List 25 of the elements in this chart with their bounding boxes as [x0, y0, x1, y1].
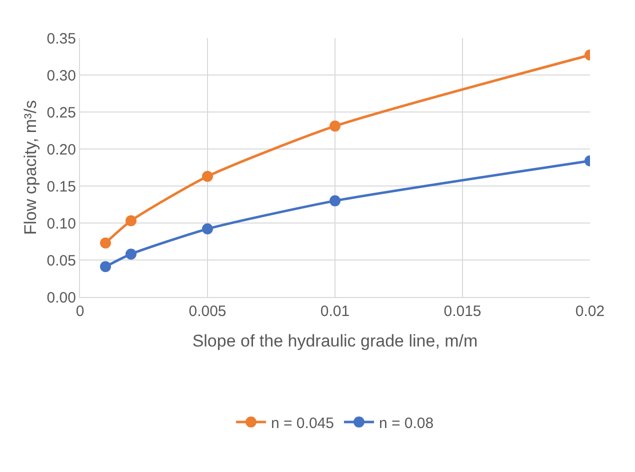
point [330, 195, 340, 206]
point [202, 170, 213, 182]
y-axis-title: Flow cpacity, m³/s [21, 100, 40, 235]
point [100, 237, 111, 248]
x-tick-label: 0.01 [320, 303, 350, 320]
point [126, 248, 136, 260]
x-axis-title: Slope of the hydraulic grade line, m/m [192, 331, 478, 350]
point [100, 261, 111, 272]
x-tick-label: 0.005 [188, 303, 226, 320]
legend-label: n = 0.045 [271, 414, 334, 432]
x-tick-label: 0.02 [575, 303, 605, 320]
x-tick-label: 0 [76, 303, 84, 320]
legend-label: n = 0.08 [378, 414, 434, 432]
y-tick-label: 0.35 [46, 30, 76, 48]
y-tick-label: 0.30 [46, 67, 76, 84]
y-tick-label: 0.10 [46, 215, 76, 232]
point [126, 215, 136, 226]
y-tick-label: 0.05 [46, 252, 76, 270]
y-tick-label: 0.25 [46, 104, 76, 122]
y-tick-label: 0.15 [46, 178, 76, 196]
y-tick-label: 0.00 [46, 289, 76, 306]
x-tick-label: 0.015 [444, 303, 482, 320]
point [202, 223, 213, 234]
point [330, 120, 340, 132]
y-tick-label: 0.20 [46, 141, 76, 158]
